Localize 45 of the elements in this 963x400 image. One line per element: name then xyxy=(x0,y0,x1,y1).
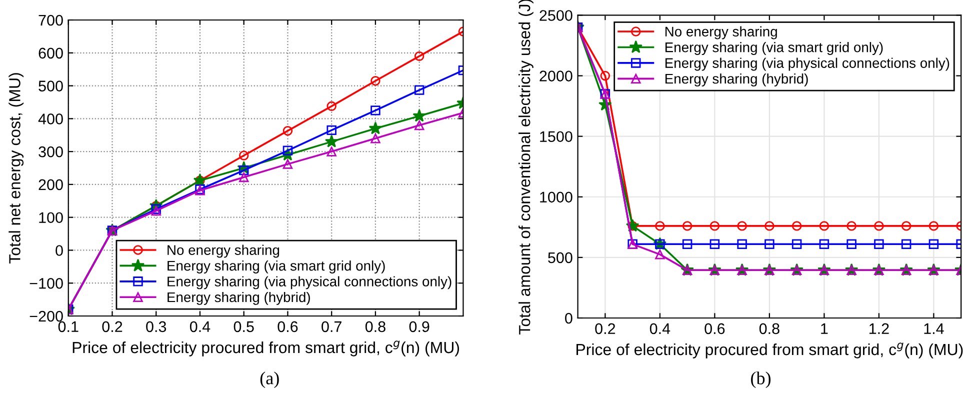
y-tick-label: 200 xyxy=(38,179,63,190)
x-tick-label: 0.6 xyxy=(704,323,725,334)
y-tick-label: 600 xyxy=(38,48,63,59)
x-tick-label: 0.4 xyxy=(650,323,670,334)
x-tick-label: 0.4 xyxy=(190,321,210,332)
x-tick-label: 1 xyxy=(821,323,828,334)
y-tick-label: 1000 xyxy=(540,192,572,203)
y-tick-label: −100 xyxy=(30,278,63,289)
y-tick-label: 2000 xyxy=(540,70,572,82)
y-tick-label: 0 xyxy=(56,245,63,256)
y-axis-title: Total net energy cost, (MU) xyxy=(8,73,24,264)
x-axis-title: Price of electricity procured from smart grid, c$^{g}$(n) (MU) xyxy=(72,340,460,356)
x-tick-label: 0.3 xyxy=(146,321,166,332)
x-tick-label: 0.2 xyxy=(595,323,616,334)
x-tick-label: 0.2 xyxy=(102,321,122,332)
y-tick-label: 500 xyxy=(548,252,572,264)
y-tick-label: 500 xyxy=(38,80,63,92)
y-tick-label: 700 xyxy=(38,14,63,26)
x-axis-title: Price of electricity procured from smart grid, c$^{g}$(n) (MU) xyxy=(576,342,963,358)
legend-label: Energy sharing (via smart grid only) xyxy=(665,42,883,55)
y-tick-label: 400 xyxy=(38,114,63,124)
legend-label: Energy sharing (via physical connections only) xyxy=(168,276,452,290)
x-tick-label: 1.4 xyxy=(924,323,944,334)
y-tick-label: 0 xyxy=(565,312,572,324)
x-tick-label: 0.1 xyxy=(58,321,78,332)
x-tick-label: 0.8 xyxy=(365,321,386,332)
y-tick-label: 1500 xyxy=(540,131,572,142)
legend-label: Energy sharing (via physical connections only) xyxy=(665,58,950,71)
legend-label: No energy sharing xyxy=(665,26,777,40)
x-tick-label: 0.5 xyxy=(234,321,254,332)
x-tick-label: 0.9 xyxy=(409,321,430,332)
y-tick-label: 100 xyxy=(39,212,63,224)
y-tick-label: 2500 xyxy=(540,10,572,21)
x-tick-label: 1.2 xyxy=(869,323,889,334)
y-tick-label: 300 xyxy=(38,146,63,158)
y-tick-label: −200 xyxy=(30,310,63,322)
legend-label: No energy sharing xyxy=(168,244,280,258)
text: (b) xyxy=(751,372,771,388)
legend-label: Energy sharing (hybrid) xyxy=(168,292,310,305)
legend-label: Energy sharing (via smart grid only) xyxy=(168,260,385,274)
text: (a) xyxy=(260,372,279,388)
x-tick-label: 0.7 xyxy=(322,321,342,332)
legend-label: Energy sharing (hybrid) xyxy=(665,73,808,86)
x-tick-label: 0.8 xyxy=(759,323,780,334)
x-tick-label: 0.6 xyxy=(278,321,298,332)
